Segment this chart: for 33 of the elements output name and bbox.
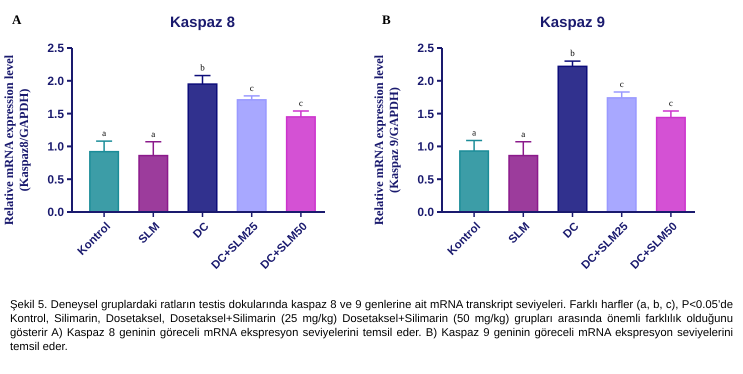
annotation: a: [521, 128, 526, 139]
annotation: a: [102, 128, 106, 138]
y-tick-label: 1.5: [417, 106, 434, 121]
chart-title: Kaspaz 8: [170, 14, 236, 31]
annotation: a: [472, 127, 476, 138]
x-tick-label: DC: [561, 220, 582, 241]
y-axis-title: Relative mRNA expression level (Kaspaz 9/GAPDH): [372, 54, 401, 226]
y-tick-label: 2.5: [47, 41, 64, 56]
y-tick-label: 0.5: [47, 172, 64, 186]
y-tick-label: 1.5: [47, 106, 64, 121]
chart-title: Kaspaz 9: [540, 14, 606, 31]
y-tick-label: 0.0: [47, 205, 64, 220]
annotation: c: [668, 98, 673, 108]
y-tick-label: 0.0: [417, 205, 434, 220]
y-axis-title: Relative mRNA expression level (Kaspaz8/GAPDH): [2, 54, 31, 226]
bar: [557, 66, 588, 213]
y-tick-label: 0.5: [417, 172, 434, 186]
y-tick-label: 1.0: [47, 140, 64, 154]
annotation: c: [298, 98, 303, 108]
bar: [236, 99, 267, 213]
text: B: [382, 12, 391, 27]
text: Şekil 5. Deneysel gruplardaki ratların testis dokularında kaspaz 8 ve 9 genlerine ait mRNA transkript seviyeleri. Farklı harfler (a, b, c), P<0.05’de Kontrol, Silimarin, Dosetaksel, Dosetaksel+Silimarin (25 mg/kg) Dosetaksel+Silimarin (50 mg/kg) grupları arasında önemli farklılık olduğunu gösterir A) Kaspaz 8 geninin göreceli mRNA ekspresyon seviyelerini temsil eder. B) Kaspaz 9 geninin göreceli mRNA ekspresyon seviyelerini temsil eder.: [10, 298, 733, 354]
y-tick-label: 1.0: [417, 140, 434, 154]
annotation: c: [620, 78, 624, 89]
annotation: c: [250, 82, 254, 93]
x-tick-label: DC: [191, 220, 212, 241]
annotation: b: [200, 62, 206, 73]
y-tick-label: 2.5: [417, 41, 434, 56]
annotation: b: [570, 48, 576, 58]
y-tick-label: 2.0: [417, 74, 434, 88]
y-tick-label: 2.0: [47, 74, 64, 88]
text: A: [12, 12, 22, 27]
annotation: a: [151, 128, 156, 139]
